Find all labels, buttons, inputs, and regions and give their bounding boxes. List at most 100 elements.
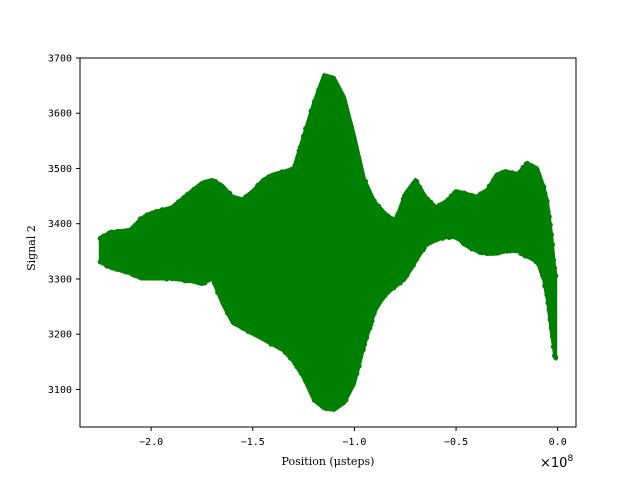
data-point [550, 257, 557, 263]
data-point [356, 363, 362, 369]
data-point [305, 131, 311, 138]
data-point [299, 143, 306, 149]
data-point [541, 275, 547, 281]
data-point [356, 158, 362, 164]
data-point [549, 333, 556, 339]
x-axis-multiplier: ×108 [540, 454, 573, 471]
data-point [244, 197, 250, 203]
x-tick-label: 0.0 [549, 437, 567, 448]
data-point [333, 86, 339, 92]
data-point [353, 149, 359, 155]
data-point [279, 340, 285, 346]
data-point [346, 128, 352, 134]
y-tick-label: 3100 [48, 385, 72, 396]
data-point [237, 318, 244, 324]
data-point [318, 385, 324, 391]
x-tick-label: −0.5 [444, 437, 468, 448]
data-point [378, 207, 384, 213]
data-point [331, 391, 337, 397]
data-point [409, 186, 415, 192]
data-point [264, 332, 270, 338]
y-tick-label: 3500 [48, 164, 72, 175]
x-tick-label: −2.0 [139, 437, 163, 448]
data-point [339, 393, 345, 399]
data-point [362, 178, 369, 185]
axes: −2.0 −1.5 −1.0 −0.5 0.0 3100 3200 3300 3400 3500 3… [48, 54, 577, 448]
data-point [536, 261, 543, 267]
x-axis-label: Position (μsteps) [282, 455, 375, 468]
data-point [307, 376, 313, 383]
data-point [214, 281, 220, 287]
data-point [399, 202, 405, 208]
x-axis-multiplier-base: ×10 [540, 456, 567, 471]
data-point [547, 316, 553, 323]
y-tick-label: 3700 [48, 54, 72, 65]
data-point [541, 184, 547, 190]
data-point [546, 307, 552, 313]
data-point [364, 335, 370, 341]
data-point [260, 186, 266, 192]
data-point [318, 87, 324, 93]
x-tick-label: −1.0 [342, 437, 366, 448]
data-point [322, 393, 328, 399]
data-point [312, 111, 319, 117]
data-point [354, 370, 360, 377]
data-point [293, 356, 299, 362]
data-point [517, 245, 523, 252]
data-point [361, 341, 367, 347]
data-point [542, 190, 548, 196]
data-point [317, 100, 323, 106]
data-point [543, 284, 549, 290]
data-point [410, 262, 416, 268]
data-point [349, 377, 356, 383]
data-point [314, 382, 320, 389]
data-point [365, 186, 371, 193]
data-point [522, 166, 528, 172]
data-point [325, 389, 332, 395]
data-point [268, 341, 274, 347]
data-point [299, 360, 306, 367]
data-point [534, 254, 540, 260]
data-point [298, 151, 304, 157]
data-point [323, 405, 329, 412]
data-point [336, 103, 342, 109]
data-point [548, 325, 554, 331]
axes-frame [79, 57, 577, 428]
data-point [552, 265, 558, 271]
data-point [316, 397, 322, 403]
data-point [549, 242, 556, 248]
data-point [393, 219, 399, 225]
data-point [325, 88, 332, 94]
data-point [273, 337, 279, 343]
data-point [342, 384, 348, 390]
data-point [536, 173, 543, 179]
data-point [545, 300, 551, 306]
data-point [545, 209, 551, 215]
data-point [190, 192, 196, 198]
data-point [336, 401, 342, 407]
x-axis-multiplier-exponent: 8 [567, 454, 573, 464]
plot-area [97, 73, 559, 412]
data-point [357, 353, 363, 359]
data-point [319, 402, 325, 408]
data-point [550, 344, 557, 350]
y-tick-label: 3200 [48, 330, 72, 341]
data-point [349, 136, 356, 142]
data-point [553, 273, 559, 279]
y-tick-label: 3400 [48, 219, 72, 230]
data-point [546, 213, 552, 220]
data-point [360, 347, 366, 353]
data-point [289, 166, 295, 172]
data-point [352, 144, 358, 150]
data-point [367, 192, 373, 198]
data-point [219, 293, 225, 299]
data-point [302, 139, 308, 145]
data-point [359, 171, 365, 177]
data-point [209, 271, 215, 277]
data-point [371, 310, 377, 316]
data-point [547, 222, 553, 228]
data-point [343, 103, 349, 109]
data-point [345, 389, 351, 395]
data-point [294, 162, 300, 168]
y-axis-label: Signal 2 [25, 225, 38, 271]
